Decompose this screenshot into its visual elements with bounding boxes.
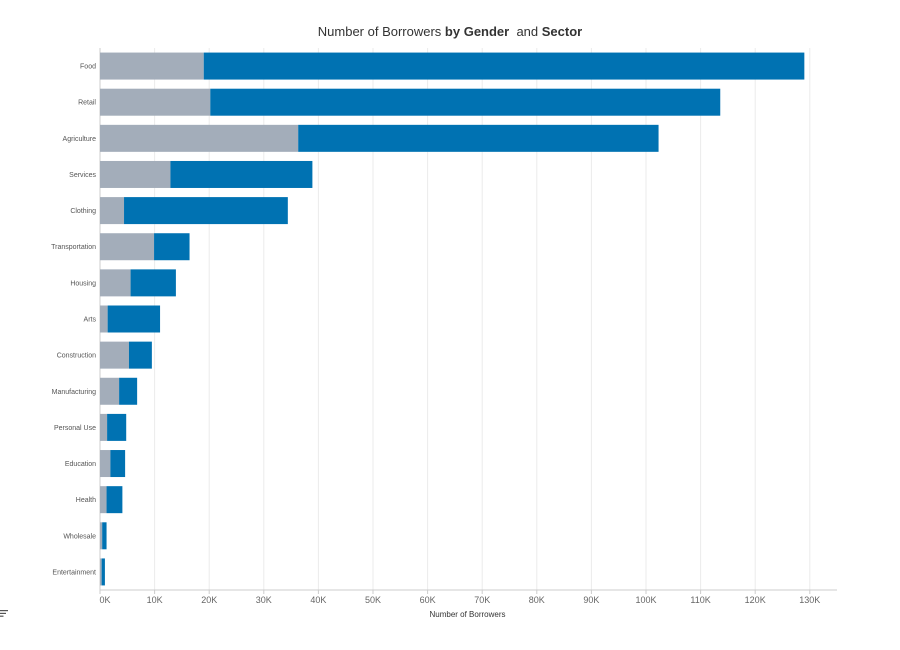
bar-segment-male (124, 197, 288, 225)
chart-title-part-1: Number of Borrowers (317, 24, 445, 39)
bar-segment-female (100, 233, 155, 261)
x-axis-title: Number of Borrowers (429, 610, 506, 619)
bar-segment-male (128, 341, 152, 369)
bar-segment-male (203, 52, 805, 80)
category-label: Retail (78, 100, 96, 107)
bar-segment-female (100, 413, 108, 441)
bar-segment-female (100, 377, 120, 405)
bar-segment-male (106, 486, 123, 514)
x-tick-label: 20K (201, 595, 217, 605)
category-label: Health (76, 497, 96, 504)
category-label: Manufacturing (52, 389, 96, 396)
bar-segment-male (130, 269, 176, 297)
bar-segment-female (100, 341, 129, 369)
bar-segment-male (107, 305, 161, 333)
chart-title: Number of Borrowers by Gender and Sector (0, 24, 900, 39)
x-axis-title-container: Number of Borrowers (0, 610, 900, 619)
x-tick-label: 0K (99, 595, 110, 605)
category-label: Housing (70, 280, 96, 287)
chart-title-part-3: and (509, 24, 542, 39)
bar-segment-male (110, 450, 126, 478)
category-label: Education (65, 461, 96, 468)
x-tick-label: 70K (474, 595, 490, 605)
category-label: Personal Use (54, 425, 96, 432)
sort-descending-icon[interactable] (0, 610, 517, 618)
bar-segment-male (107, 413, 127, 441)
category-label: Clothing (70, 208, 96, 215)
x-tick-label: 60K (420, 595, 436, 605)
bar-segment-female (100, 486, 107, 514)
bar-segment-male (101, 558, 105, 586)
bar-segment-male (102, 522, 107, 550)
category-label: Wholesale (63, 533, 96, 540)
category-label: Construction (57, 353, 96, 360)
bar-segment-female (100, 88, 211, 116)
category-label: Transportation (51, 244, 96, 251)
category-label: Agriculture (63, 136, 97, 143)
bar-segment-male (298, 124, 659, 152)
x-tick-label: 80K (529, 595, 545, 605)
x-tick-label: 130K (799, 595, 820, 605)
category-label: Arts (84, 317, 97, 324)
bar-segment-female (100, 522, 103, 550)
x-tick-label: 40K (310, 595, 326, 605)
bar-segment-female (100, 52, 204, 80)
bar-segment-female (100, 197, 125, 225)
chart-title-part-2: by Gender (444, 24, 510, 39)
category-label: Entertainment (52, 569, 96, 576)
category-label: Food (80, 64, 96, 71)
bar-segment-female (100, 305, 108, 333)
bar-segment-female (100, 124, 299, 152)
bar-segment-female (100, 450, 111, 478)
x-tick-label: 100K (635, 595, 656, 605)
category-label: Services (69, 172, 96, 179)
chart-title-part-4: Sector (541, 24, 583, 39)
x-tick-label: 30K (256, 595, 272, 605)
bar-segment-female (100, 269, 131, 297)
bar-segment-female (100, 160, 171, 188)
bar-segment-female (100, 558, 102, 586)
bar-segment-male (210, 88, 721, 116)
bar-segment-male (170, 160, 313, 188)
x-tick-label: 90K (583, 595, 599, 605)
x-tick-label: 50K (365, 595, 381, 605)
x-tick-label: 120K (745, 595, 766, 605)
bar-segment-male (154, 233, 190, 261)
bar-segment-male (119, 377, 138, 405)
x-tick-label: 10K (147, 595, 163, 605)
x-tick-label: 110K (690, 595, 710, 605)
